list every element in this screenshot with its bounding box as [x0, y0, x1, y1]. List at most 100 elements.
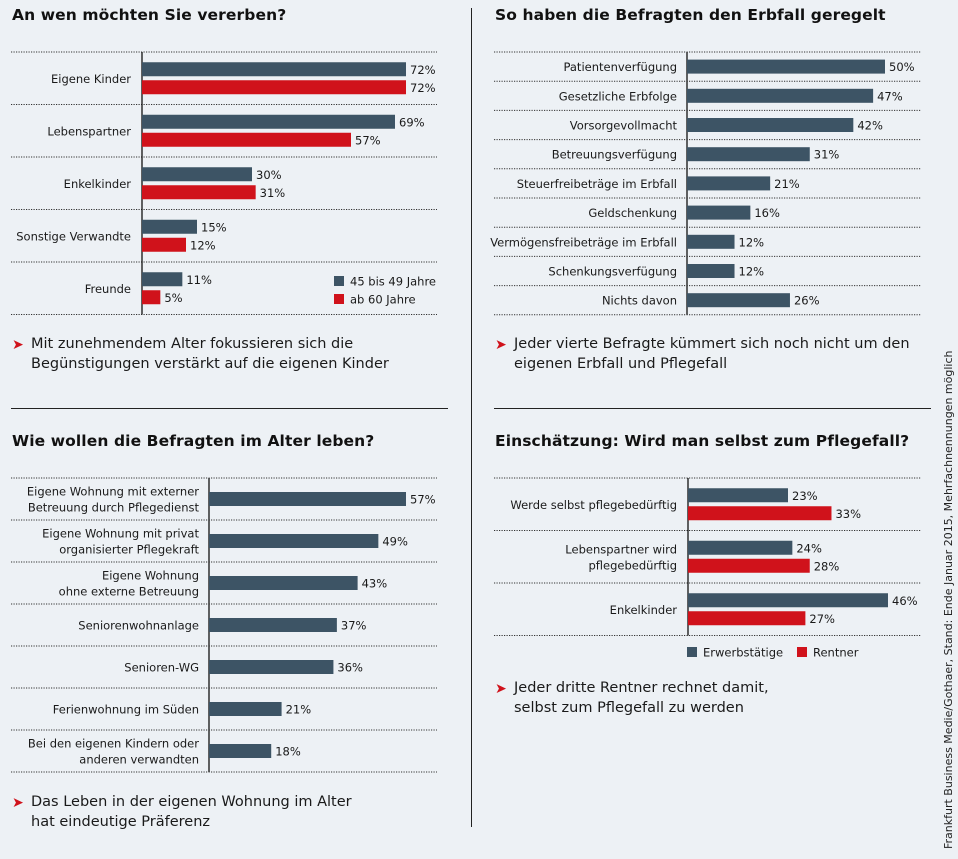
- chart1-value-label: 72%: [410, 81, 436, 95]
- chart1-category-label-line1: Enkelkinder: [64, 177, 132, 191]
- chart3-category-label-line1: Eigene Wohnung: [102, 569, 199, 583]
- chart1-bar: [142, 80, 406, 95]
- chart1-value-label: 30%: [256, 168, 282, 182]
- chart3-bar: [209, 576, 358, 590]
- chart3-category-label-line2: ohne externe Betreuung: [59, 585, 199, 599]
- horizontal-divider-right: [494, 408, 931, 409]
- chart3-category-label-line1: Bei den eigenen Kindern oder: [28, 737, 199, 751]
- chart2-value-label: 26%: [794, 294, 820, 308]
- chart3-category-label-line2: organisierter Pflegekraft: [59, 543, 199, 557]
- chart1-legend-item-label: 45 bis 49 Jahre: [350, 275, 436, 289]
- chart1-legend-item-swatch: [334, 294, 344, 304]
- chart3-bar: [209, 744, 272, 758]
- chart3-bar: [209, 660, 334, 674]
- chart1-value-label: 15%: [201, 220, 227, 234]
- chart4-value-label: 24%: [796, 541, 822, 555]
- chart3-category-label-line1: Senioren-WG: [124, 661, 199, 675]
- arrow-icon: ➤: [495, 681, 507, 697]
- chart2-bar: [687, 234, 735, 249]
- chart4-bar: [688, 488, 788, 503]
- chart2-value-label: 31%: [814, 148, 840, 162]
- chart3-category-label-line2: anderen verwandten: [79, 753, 199, 767]
- chart1-value-label: 57%: [355, 133, 381, 147]
- chart4-note-line2: selbst zum Pflegefall zu werden: [514, 700, 744, 716]
- chart2-bar: [687, 264, 735, 278]
- chart3-category-label-line2: Betreuung durch Pflegedienst: [28, 501, 200, 515]
- chart2-category-label-line1: Betreuungsverfügung: [552, 148, 677, 162]
- chart2-note: ➤ Jeder vierte Befragte kümmert sich noc…: [495, 334, 910, 374]
- chart4-category-label-line2: pflegebedürftig: [588, 558, 677, 572]
- chart1-bar: [142, 185, 256, 200]
- chart1-legend-item-swatch: [334, 276, 344, 286]
- chart3-bar: [209, 492, 406, 506]
- arrow-icon: ➤: [495, 337, 507, 353]
- chart4-legend-item-label: Rentner: [813, 646, 859, 660]
- chart3-value-label: 18%: [275, 745, 301, 759]
- chart1-category-label-line1: Sonstige Verwandte: [16, 229, 131, 243]
- chart3-title: Wie wollen die Befragten im Alter leben?: [12, 432, 375, 450]
- chart1-legend-item-label: ab 60 Jahre: [350, 293, 416, 307]
- chart1-value-label: 72%: [410, 63, 436, 77]
- chart2-bar: [687, 59, 885, 74]
- chart2-bar: [687, 118, 854, 132]
- chart1-bar: [142, 114, 395, 129]
- chart4-value-label: 46%: [892, 594, 918, 608]
- chart2-title: So haben die Befragten den Erbfall gereg…: [495, 6, 886, 24]
- chart2-category-label-line1: Vermögensfreibeträge im Erbfall: [490, 235, 677, 249]
- chart1-value-label: 12%: [190, 238, 216, 252]
- chart1-title: An wen möchten Sie vererben?: [12, 6, 287, 24]
- chart4-bar: [688, 593, 888, 608]
- chart1-bar: [142, 237, 186, 252]
- chart4-legend-item-swatch: [687, 647, 697, 657]
- chart1-category-label-line1: Freunde: [85, 282, 131, 296]
- chart4-value-label: 27%: [809, 612, 835, 626]
- chart3-value-label: 37%: [341, 619, 367, 633]
- chart4-value-label: 23%: [792, 489, 818, 503]
- chart2-bar: [687, 176, 771, 191]
- chart3-bar: [209, 618, 337, 632]
- chart1-bar: [142, 219, 197, 234]
- chart2-category-label-line1: Gesetzliche Erbfolge: [559, 89, 677, 103]
- chart4-legend-item-label: Erwerbstätige: [703, 646, 783, 660]
- arrow-icon: ➤: [12, 337, 24, 353]
- chart3-category-label-line1: Seniorenwohnanlage: [78, 619, 199, 633]
- chart1-value-label: 31%: [260, 186, 286, 200]
- chart2-value-label: 50%: [889, 60, 915, 74]
- chart4-value-label: 28%: [814, 559, 840, 573]
- chart4-bar: [688, 506, 832, 521]
- chart2-note-line2: eigenen Erbfall und Pflegefall: [514, 356, 728, 372]
- chart3-bar: [209, 702, 282, 716]
- chart2-bar: [687, 147, 810, 162]
- chart4-legend-item-swatch: [797, 647, 807, 657]
- horizontal-divider-left: [11, 408, 448, 409]
- chart3-category-label-line1: Eigene Wohnung mit externer: [27, 485, 199, 499]
- chart1-value-label: 69%: [399, 115, 425, 129]
- chart3-note-line2: hat eindeutige Präferenz: [31, 814, 210, 830]
- chart3-value-label: 49%: [382, 535, 408, 549]
- chart2-bar: [687, 205, 751, 220]
- chart3-category-label-line1: Ferienwohnung im Süden: [53, 703, 199, 717]
- chart1-value-label: 11%: [186, 273, 212, 287]
- chart2-category-label-line1: Patientenverfügung: [563, 60, 677, 74]
- chart1-note-line1: Mit zunehmendem Alter fokussieren sich d…: [31, 336, 354, 352]
- chart2-category-label-line1: Geldschenkung: [588, 206, 677, 220]
- chart4-category-label-line1: Lebenspartner wird: [565, 542, 677, 556]
- chart2-value-label: 16%: [754, 206, 780, 220]
- chart4-title: Einschätzung: Wird man selbst zum Pflege…: [495, 432, 910, 450]
- chart4-note-line1: Jeder dritte Rentner rechnet damit,: [514, 680, 769, 696]
- chart2-value-label: 12%: [739, 265, 765, 279]
- chart3-bar: [209, 534, 379, 548]
- chart2-value-label: 42%: [857, 119, 883, 133]
- chart4-bar: [688, 540, 793, 555]
- chart1-note-line2: Begünstigungen verstärkt auf die eigenen…: [31, 356, 389, 372]
- chart4-category-label-line1: Enkelkinder: [610, 603, 678, 617]
- chart1-bar: [142, 62, 406, 77]
- chart1-bar: [142, 272, 183, 287]
- arrow-icon: ➤: [12, 795, 24, 811]
- chart2-category-label-line1: Schenkungsverfügung: [548, 265, 677, 279]
- vertical-divider: [471, 8, 472, 827]
- chart1-category-label-line1: Lebenspartner: [47, 124, 131, 138]
- chart4-category-label-line1: Werde selbst pflegebedürftig: [510, 498, 677, 512]
- chart2-value-label: 12%: [739, 235, 765, 249]
